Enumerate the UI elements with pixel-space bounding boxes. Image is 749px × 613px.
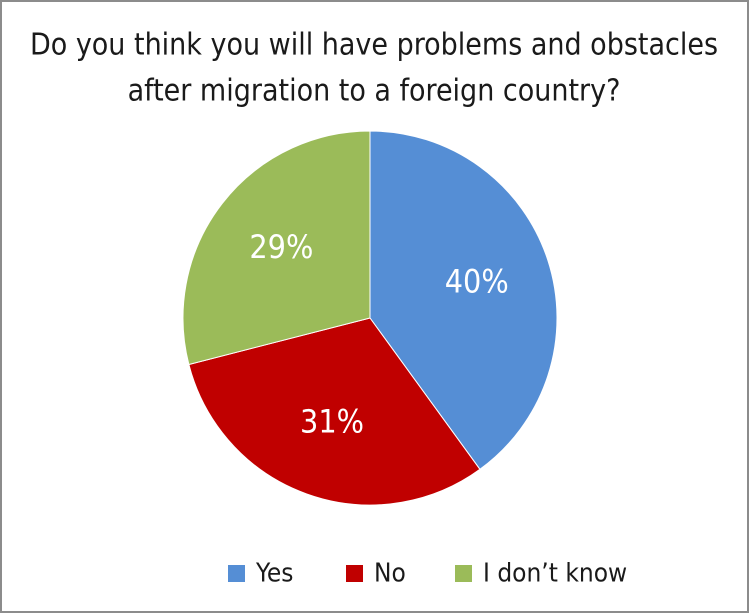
value-label: 31% [300, 403, 364, 441]
legend-swatch [346, 565, 363, 582]
pie-slice [182, 130, 371, 366]
legend-swatch [455, 565, 472, 582]
legend-swatch [228, 565, 245, 582]
value-label: 29% [249, 228, 313, 266]
pie-slice [369, 130, 558, 470]
chart-title: after migration to a foreign country? [128, 74, 621, 109]
legend-label: I don’t know [483, 559, 627, 589]
chart-title: Do you think you will have problems and … [30, 28, 718, 63]
pie-slice [188, 317, 481, 506]
legend-label: No [374, 559, 406, 589]
value-label: 40% [445, 262, 509, 300]
legend-label: Yes [255, 559, 293, 589]
